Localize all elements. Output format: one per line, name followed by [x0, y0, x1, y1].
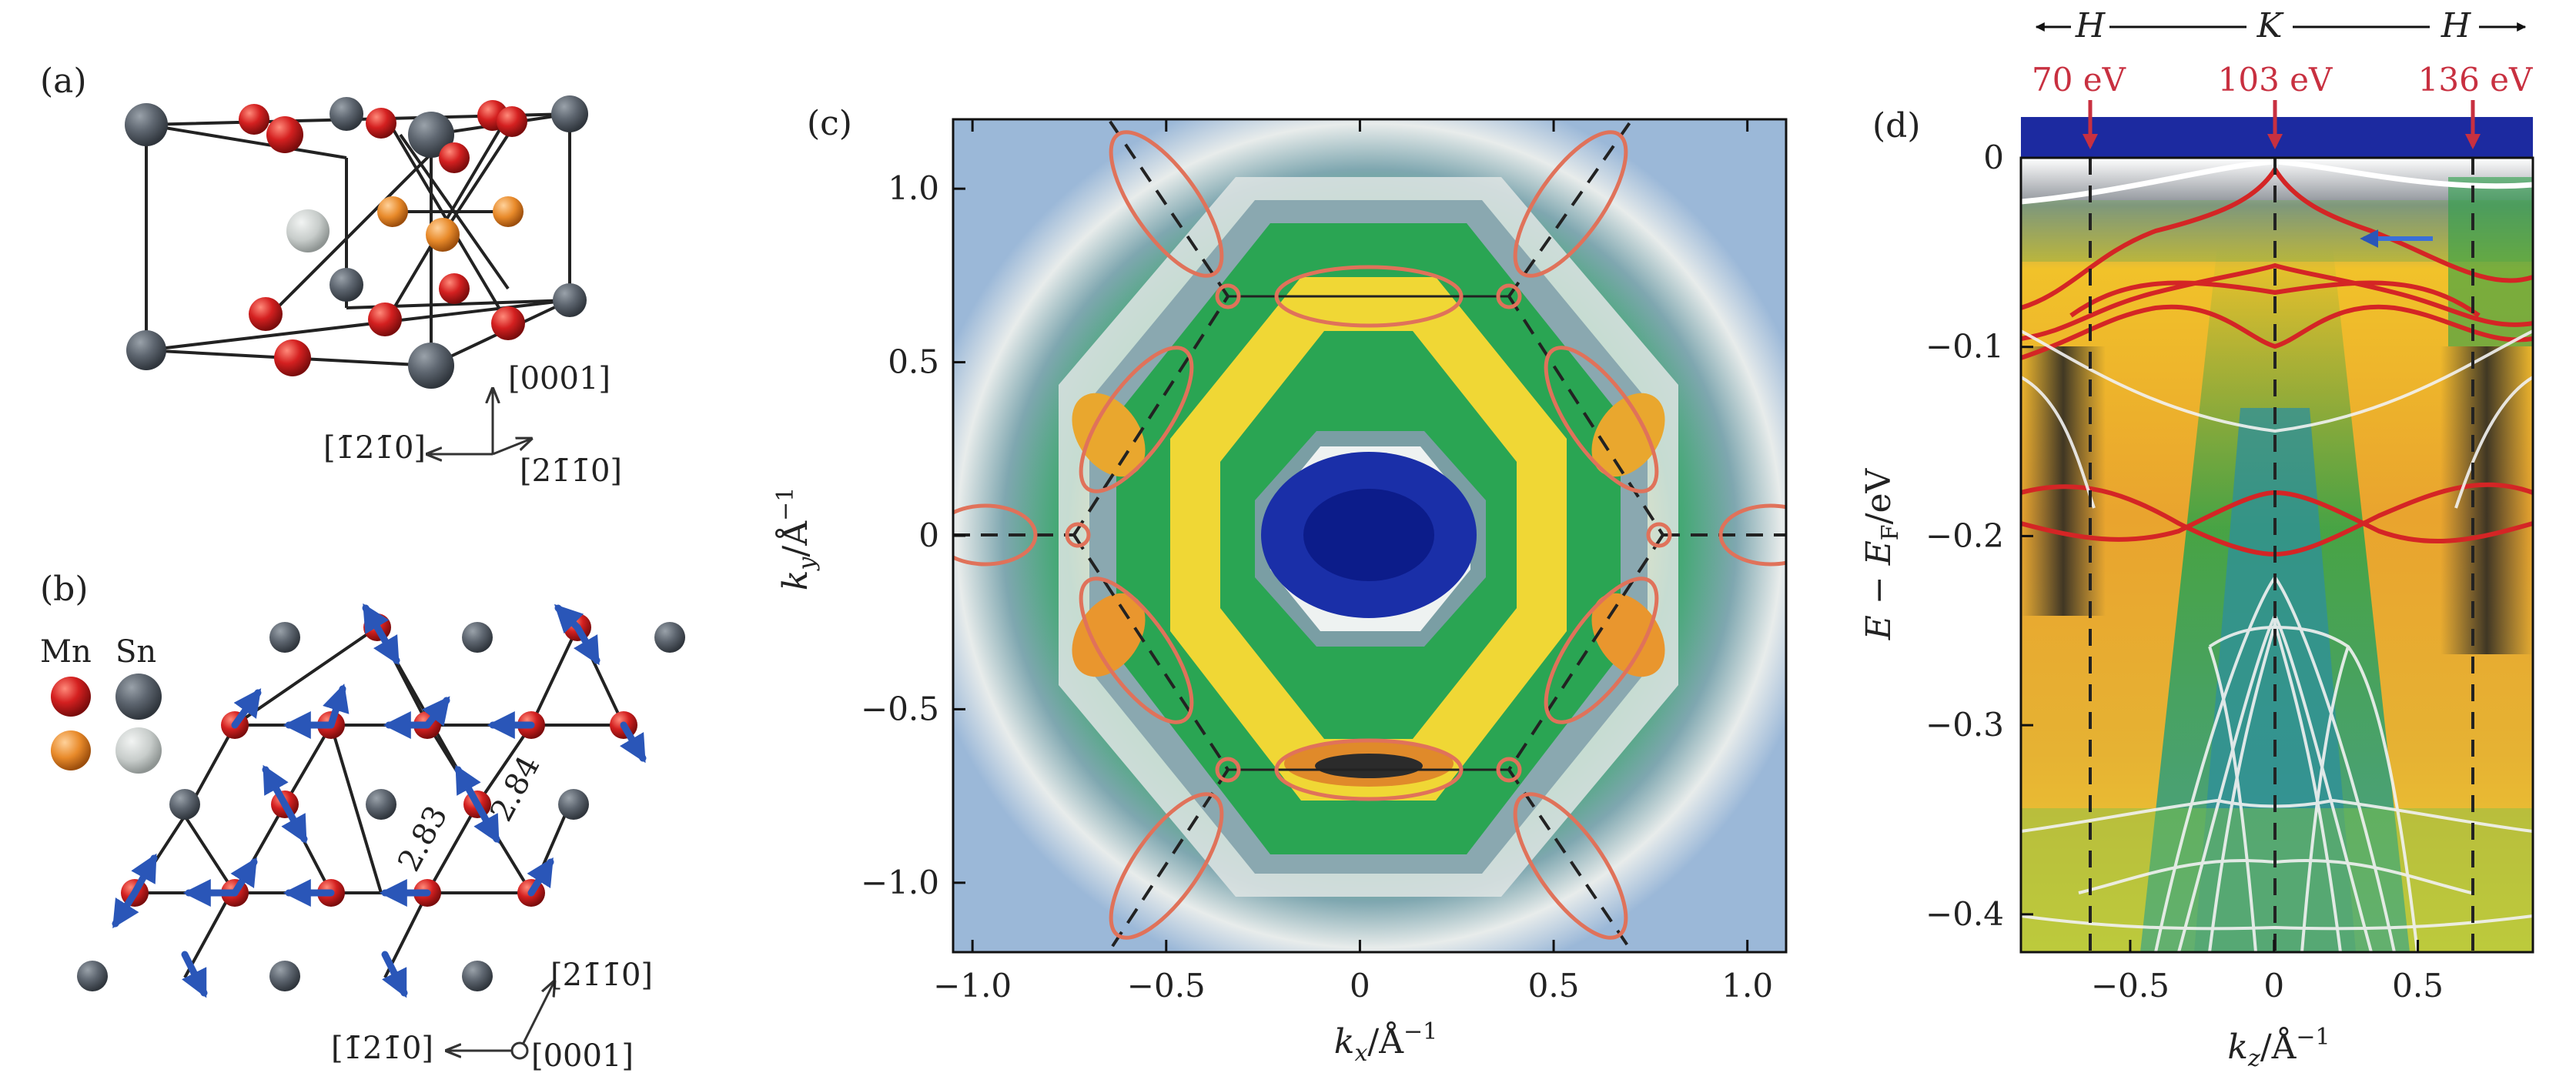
direction-m12m0-a: [1̄21̄0]	[323, 430, 426, 466]
y-tick-label-c: −0.5	[861, 690, 939, 727]
x-axis-label-c: kx/Å−1	[1334, 1018, 1437, 1067]
x-tick-label-c: −1.0	[933, 967, 1012, 1004]
panel-b-label: (b)	[40, 570, 89, 609]
spin-arrows-b	[112, 603, 647, 998]
plot-frame-d	[2019, 156, 2534, 954]
direction-0001-a: [0001]	[508, 361, 611, 396]
x-tick-label-d: −0.5	[2091, 967, 2170, 1004]
y-tick-label-d: −0.4	[1925, 895, 2004, 933]
y-tick-label-c: 1.0	[888, 169, 939, 207]
panel-a-label: (a)	[40, 62, 87, 101]
axes-a	[427, 389, 531, 454]
y-tick-label-c: −1.0	[861, 864, 939, 901]
photon-energy-103: 103 eV	[2218, 61, 2333, 99]
axes-b	[447, 981, 554, 1060]
direction-0001-b: [0001]	[531, 1038, 634, 1074]
x-tick-label-c: 0.5	[1528, 967, 1580, 1004]
panel-b: (b) Mn Sn	[40, 570, 685, 1074]
legend-sn-dark-atom	[115, 674, 162, 720]
bond-length-284: 2.84	[483, 750, 547, 827]
y-axis-label-d: E − EF/eV	[1859, 467, 1904, 640]
y-tick-label-c: 0.5	[888, 343, 939, 381]
path-label-h-right: H	[2441, 6, 2472, 45]
y-tick-label-d: 0	[1983, 139, 2004, 176]
x-tick-label-d: 0	[2263, 967, 2284, 1004]
fermi-surface-map	[953, 119, 1786, 952]
tick-group-c: −1.0 −0.5 0 0.5 1.0 1.0 0.5 0 −0.5 −1.0	[861, 119, 1773, 1004]
panel-a: (a)	[40, 62, 622, 489]
x-tick-label-c: 1.0	[1721, 967, 1773, 1004]
direction-m12m0-b: [1̄21̄0]	[331, 1031, 433, 1066]
mn-atoms-b	[121, 613, 637, 907]
panel-d: (d) H K H 70 eV 103 eV 136 eV	[1859, 6, 2534, 1072]
y-tick-label-c: 0	[918, 516, 939, 554]
y-tick-label-d: −0.1	[1925, 328, 2004, 366]
legend-mn: Mn	[40, 634, 92, 670]
photon-energy-136: 136 eV	[2418, 61, 2533, 99]
arpes-map	[2021, 158, 2533, 952]
bond-length-283: 2.83	[391, 800, 454, 877]
panel-c: (c)	[772, 104, 1788, 1067]
panel-c-label: (c)	[807, 104, 852, 143]
y-axis-label-c: ky/Å−1	[772, 487, 821, 590]
path-label-h-left: H	[2075, 6, 2106, 45]
sn-atoms-b	[77, 622, 685, 991]
photon-energy-70: 70 eV	[2032, 61, 2126, 99]
legend-mn-orange-atom	[51, 730, 91, 770]
x-tick-label-d: 0.5	[2392, 967, 2444, 1004]
direction-2m1m10-b: [21̄1̄0]	[550, 958, 653, 993]
panel-d-label: (d)	[1872, 106, 1921, 145]
y-tick-label-d: −0.3	[1925, 706, 2004, 744]
y-tick-label-d: −0.2	[1925, 516, 2004, 554]
legend-mn-red-atom	[51, 677, 91, 717]
atoms-a	[125, 95, 588, 389]
legend-sn: Sn	[115, 634, 156, 670]
x-tick-label-c: 0	[1350, 967, 1370, 1004]
legend-sn-light-atom	[115, 727, 162, 774]
x-tick-label-c: −0.5	[1127, 967, 1206, 1004]
x-axis-label-d: kz/Å−1	[2227, 1024, 2330, 1072]
direction-2m1m10-a: [21̄1̄0]	[520, 453, 622, 489]
tick-group-d: −0.5 0 0.5 0 −0.1 −0.2 −0.3 −0.4	[1925, 139, 2444, 1004]
photon-energy-arrows	[2083, 100, 2481, 149]
path-label-k: K	[2257, 6, 2284, 45]
